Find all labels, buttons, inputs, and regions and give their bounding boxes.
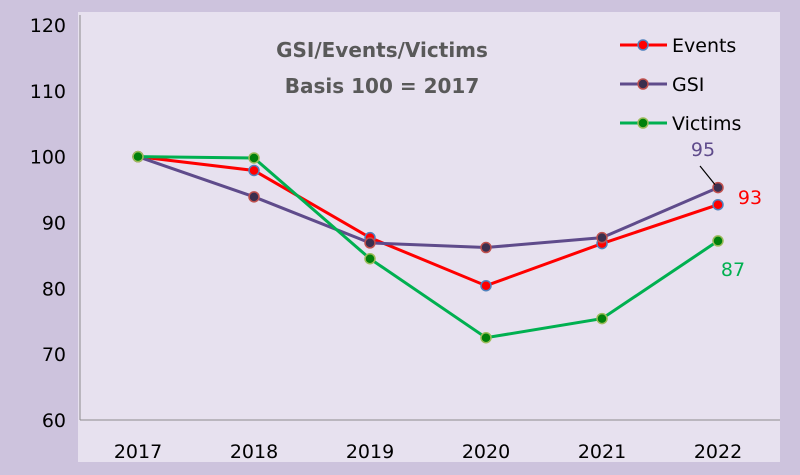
y-tick-label: 100 [30,147,66,169]
legend-label-events: Events [672,35,736,57]
x-tick-label: 2018 [230,441,278,463]
x-tick-label: 2019 [346,441,394,463]
data-point-victims [248,152,260,164]
data-label-gsi: 95 [691,139,715,161]
data-point-victims [364,252,376,265]
data-point-victims [480,331,492,344]
data-point-victims [132,150,144,163]
x-tick-label: 2020 [462,441,510,463]
x-tick-label: 2017 [114,441,162,463]
data-point-events [480,279,492,292]
data-label-events: 93 [738,187,762,209]
data-point-gsi [364,237,376,249]
y-tick-label: 120 [30,15,66,37]
series-line-gsi [137,155,719,250]
legend-marker-events [637,39,649,51]
chart-title: GSI/Events/Victims [276,38,488,62]
legend-label-gsi: GSI [672,74,704,96]
data-point-victims [712,235,724,247]
x-tick-label: 2022 [694,441,742,463]
legend-label-victims: Victims [672,113,741,135]
x-tick-label: 2021 [578,441,626,463]
data-point-gsi [480,241,492,254]
chart-subtitle: Basis 100 = 2017 [285,74,479,98]
data-point-gsi [712,181,724,194]
y-tick-label: 110 [30,81,66,103]
data-point-gsi [596,231,608,244]
data-point-events [248,164,260,177]
y-tick-label: 60 [42,410,66,432]
plot-area [78,12,780,462]
legend: Events GSI Victims [620,35,741,135]
series-line-events [137,155,719,288]
y-tick-label: 70 [42,344,66,366]
data-label-leader-line [699,165,716,185]
series-line-victims [137,155,719,340]
data-point-events [712,198,724,211]
data-label-victims: 87 [721,259,745,281]
legend-marker-victims [637,117,649,129]
data-point-victims [596,312,608,325]
legend-marker-gsi [637,78,649,90]
y-tick-label: 90 [42,213,66,235]
data-point-gsi [248,191,260,203]
y-tick-label: 80 [42,278,66,300]
